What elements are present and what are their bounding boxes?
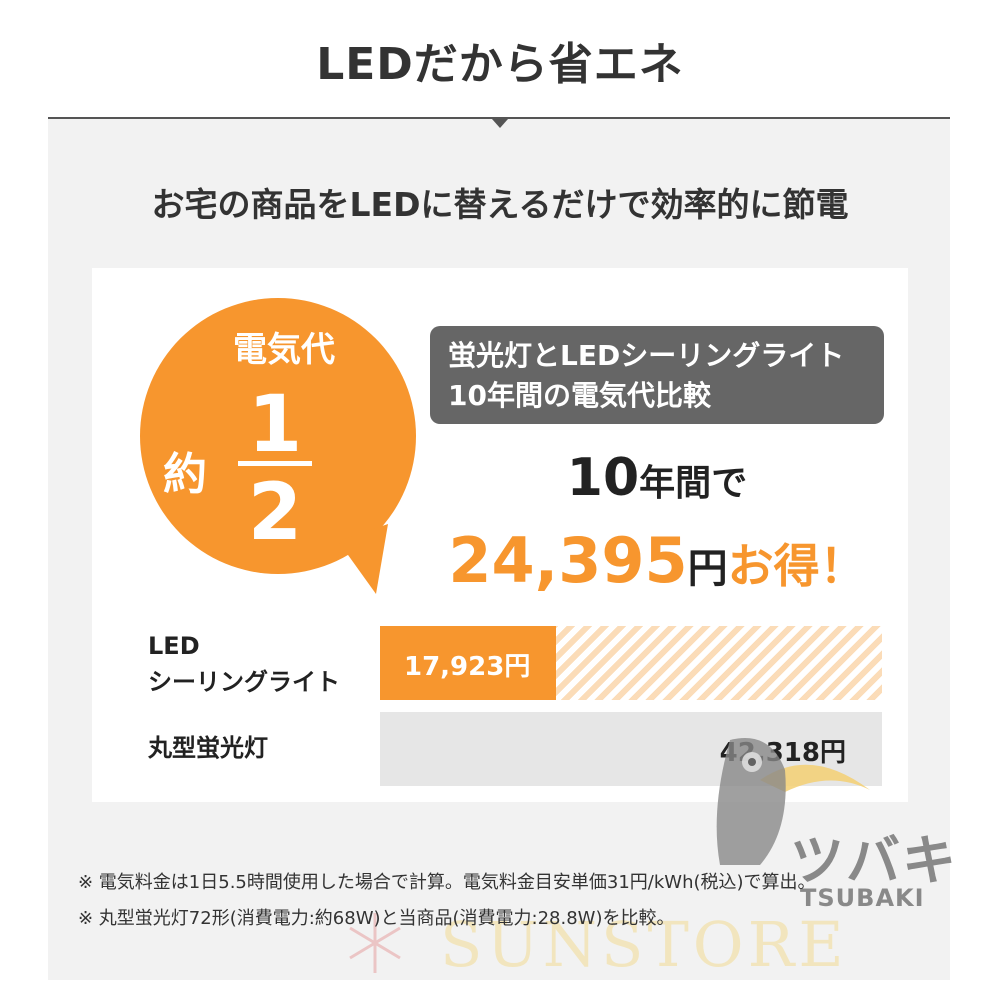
flower-logo-icon bbox=[349, 913, 401, 973]
savings-period-text: 年間 bbox=[639, 463, 712, 504]
footnote-1: ※ 電気料金は1日5.5時間使用した場合で計算。電気料金目安単価31円/kWh(… bbox=[78, 872, 816, 893]
watermark-brand-sub: TSUBAKI bbox=[800, 884, 925, 912]
page-title: LEDだから省エネ bbox=[316, 39, 684, 90]
badge-label: 電気代 bbox=[233, 330, 335, 370]
savings-period: 10年間で bbox=[430, 448, 884, 508]
badge-numerator: 1 bbox=[247, 380, 303, 470]
fluorescent-bar-label: 丸型蛍光灯 bbox=[148, 734, 268, 762]
comparison-line2: 10年間の電気代比較 bbox=[448, 379, 711, 412]
comparison-caption: 蛍光灯とLEDシーリングライト 10年間の電気代比較 bbox=[430, 326, 884, 424]
badge-approx: 約 bbox=[163, 449, 207, 500]
watermark-brand: ツバキ bbox=[790, 829, 958, 892]
badge-denominator: 2 bbox=[247, 468, 303, 558]
comparison-line1: 蛍光灯とLEDシーリングライト bbox=[448, 339, 845, 372]
badge-fraction-line bbox=[238, 461, 312, 466]
savings-period-number: 10 bbox=[566, 448, 640, 508]
savings-amount-unit: 円 bbox=[687, 546, 728, 592]
led-bar-label: LED シーリングライト bbox=[148, 628, 340, 700]
led-label-line2: シーリングライト bbox=[148, 668, 340, 696]
title-divider bbox=[48, 117, 950, 119]
watermark-store: SUNSTORE bbox=[440, 908, 848, 981]
led-bar-value: 17,923円 bbox=[404, 652, 531, 682]
subtitle: お宅の商品をLEDに替えるだけで効率的に節電 bbox=[151, 185, 849, 224]
savings-amount-value: 24,395 bbox=[448, 524, 688, 597]
savings-period-suffix: で bbox=[711, 463, 748, 504]
badge-bubble bbox=[140, 298, 416, 594]
toucan-logo-icon bbox=[716, 738, 870, 865]
led-label-line1: LED bbox=[148, 632, 200, 660]
led-bar-fill bbox=[380, 626, 556, 700]
savings-gain-text: お得！ bbox=[727, 539, 866, 593]
savings-amount: 24,395円お得！ bbox=[430, 524, 884, 597]
divider-notch bbox=[492, 119, 508, 128]
led-bar-track: 17,923円 bbox=[380, 626, 882, 700]
footnote-2: ※ 丸型蛍光灯72形(消費電力:約68W)と当商品(消費電力:28.8W)を比較… bbox=[78, 908, 675, 929]
